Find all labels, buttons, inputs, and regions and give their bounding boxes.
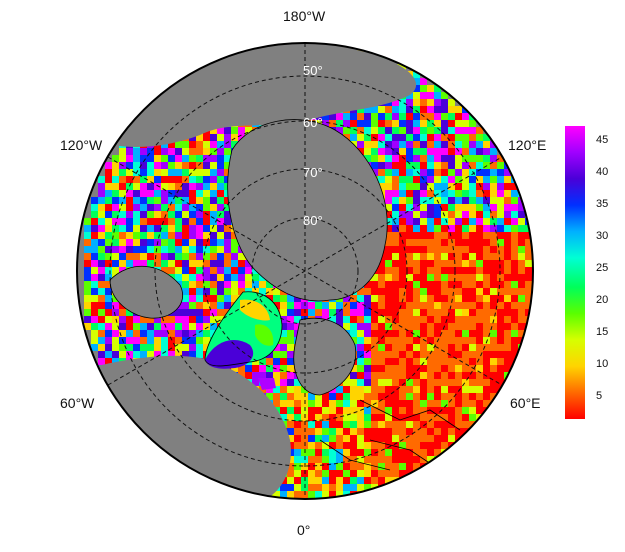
colorbar-tick: 35 — [596, 198, 609, 210]
colorbar — [565, 126, 585, 419]
lon-label-120e: 120°E — [508, 137, 547, 153]
lat-label-50: 50° — [303, 63, 323, 78]
colorbar-tick: 25 — [596, 262, 609, 274]
coastlines — [109, 119, 461, 471]
colorbar-tick: 40 — [596, 166, 609, 178]
lon-label-60e: 60°E — [510, 395, 541, 411]
lat-label-80: 80° — [303, 213, 323, 228]
colorbar-tick: 10 — [596, 358, 609, 370]
lon-label-180w: 180°W — [283, 8, 326, 24]
graticule — [107, 43, 503, 499]
lat-label-70: 70° — [303, 165, 323, 180]
greenland — [205, 291, 282, 369]
lon-label-120w: 120°W — [60, 137, 103, 153]
colorbar-tick: 30 — [596, 230, 609, 242]
colorbar-tick: 45 — [596, 134, 609, 146]
lat-label-60: 60° — [303, 115, 323, 130]
colorbar-tick: 20 — [596, 294, 609, 306]
lon-label-0: 0° — [297, 522, 311, 538]
colorbar-tick: 15 — [596, 326, 609, 338]
colorbar-tick: 5 — [596, 390, 603, 402]
iceland — [258, 378, 276, 390]
lon-label-60w: 60°W — [60, 395, 95, 411]
map-boundary — [76, 42, 534, 500]
